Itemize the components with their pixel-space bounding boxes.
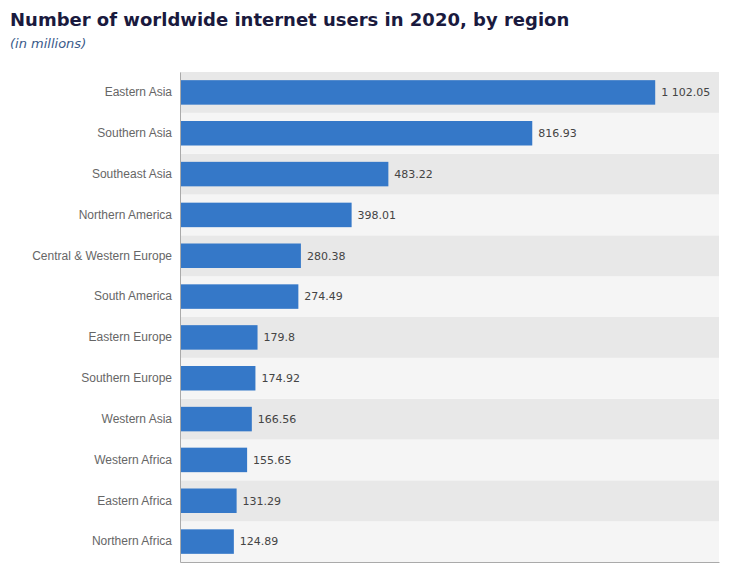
- row-stripe: [180, 235, 719, 276]
- y-tick-label: Southeast Asia: [92, 167, 172, 181]
- y-tick: Central & Western Europe: [32, 249, 172, 263]
- data-label: 398.01: [358, 209, 397, 222]
- y-tick: Northern America: [79, 208, 173, 222]
- row-stripe: [180, 154, 719, 195]
- y-tick: South America: [94, 289, 172, 303]
- row-stripes: [180, 72, 719, 562]
- data-label: 155.65: [253, 454, 291, 467]
- row-stripe: [180, 440, 719, 481]
- y-axis: Eastern Asia Southern Asia Southeast Asia N…: [32, 73, 180, 563]
- row-stripe: [180, 521, 719, 562]
- bar: [180, 448, 247, 473]
- bar: [180, 80, 655, 105]
- x-axis: [181, 562, 720, 563]
- y-tick: Eastern Africa: [97, 494, 172, 508]
- bar: [180, 529, 234, 554]
- bar: [180, 325, 258, 350]
- subtitle: (in millions): [10, 36, 86, 51]
- y-tick-label: Eastern Africa: [97, 494, 172, 508]
- y-tick-label: Southern Asia: [97, 126, 172, 140]
- data-label: 131.29: [243, 495, 282, 508]
- data-label: 124.89: [240, 535, 279, 548]
- data-labels: 124.89 131.29 155.65 166.56 174.92 179.8 274.4…: [240, 86, 710, 548]
- bar: [180, 244, 301, 269]
- y-tick: Northern Africa: [92, 534, 172, 548]
- data-label: 174.92: [261, 372, 300, 385]
- bar: [180, 284, 298, 309]
- y-tick: Western Asia: [102, 412, 173, 426]
- y-tick-label: Central & Western Europe: [32, 249, 172, 263]
- row-stripe: [180, 195, 719, 236]
- bar: [180, 366, 255, 391]
- data-label: 179.8: [264, 331, 296, 344]
- y-tick-label: Northern America: [79, 208, 173, 222]
- y-tick-label: Southern Europe: [81, 371, 172, 385]
- row-stripe: [180, 358, 719, 399]
- y-tick-label: Eastern Asia: [105, 85, 173, 99]
- data-label: 166.56: [258, 413, 297, 426]
- bar: [180, 407, 252, 432]
- y-tick: Western Africa: [94, 453, 172, 467]
- y-tick: Southeast Asia: [92, 167, 172, 181]
- x-axis-line: [181, 562, 720, 563]
- row-stripe: [180, 480, 719, 521]
- row-stripe: [180, 113, 719, 154]
- bars: [180, 80, 655, 554]
- y-tick-label: Western Africa: [94, 453, 172, 467]
- row-stripe: [180, 72, 719, 113]
- bar: [180, 489, 237, 514]
- bar: [180, 162, 388, 187]
- y-axis-line: [180, 73, 181, 563]
- data-label: 816.93: [538, 127, 577, 140]
- y-tick-label: Western Asia: [102, 412, 173, 426]
- y-tick: Southern Asia: [97, 126, 172, 140]
- data-label: 274.49: [304, 290, 343, 303]
- row-stripe: [180, 399, 719, 440]
- data-label: 280.38: [307, 250, 346, 263]
- bar: [180, 203, 352, 228]
- data-label: 1 102.05: [661, 86, 710, 99]
- y-tick: Southern Europe: [81, 371, 172, 385]
- y-tick: Eastern Europe: [89, 330, 173, 344]
- data-label: 483.22: [394, 168, 433, 181]
- y-tick-label: Northern Africa: [92, 534, 172, 548]
- row-stripe: [180, 317, 719, 358]
- row-stripe: [180, 276, 719, 317]
- y-tick-label: Eastern Europe: [89, 330, 173, 344]
- bar: [180, 121, 532, 146]
- y-tick: Eastern Asia: [105, 85, 173, 99]
- title: Number of worldwide internet users in 20…: [10, 9, 569, 30]
- chart: Number of worldwide internet users in 20…: [0, 0, 743, 582]
- y-tick-label: South America: [94, 289, 172, 303]
